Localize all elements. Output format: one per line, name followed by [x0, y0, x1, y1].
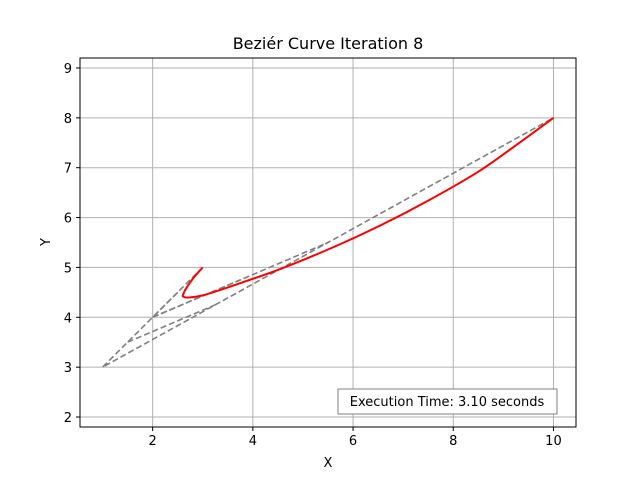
x-tick-label: 10: [545, 434, 562, 449]
construction-line: [152, 279, 241, 319]
execution-time-text: Execution Time: 3.10 seconds: [350, 395, 545, 410]
chart-title: Beziér Curve Iteration 8: [233, 34, 424, 53]
y-tick-label: 3: [64, 361, 72, 376]
x-tick-label: 6: [349, 434, 357, 449]
execution-time-box: Execution Time: 3.10 seconds: [337, 388, 558, 415]
axis-ticks: 2 4 6 8 10 2 3 4 5 6 7 8 9: [64, 62, 562, 449]
grid: [80, 58, 576, 427]
y-tick-label: 9: [64, 62, 72, 77]
y-tick-label: 4: [64, 311, 72, 326]
y-tick-label: 7: [64, 162, 72, 177]
plot-frame: [79, 57, 577, 428]
x-axis-label: X: [324, 456, 333, 471]
x-tick-label: 8: [449, 434, 457, 449]
y-tick-label: 5: [64, 261, 72, 276]
bezier-curve: [181, 116, 555, 299]
y-tick-label: 6: [64, 212, 72, 227]
construction-line: [127, 304, 216, 343]
annotation-box: [337, 388, 558, 415]
curve-line: [181, 116, 555, 299]
x-tick-label: 4: [249, 434, 257, 449]
y-tick-label: 8: [64, 112, 72, 127]
y-tick-label: 2: [64, 411, 72, 426]
construction-lines: [101, 117, 554, 368]
x-tick-label: 2: [149, 434, 157, 449]
y-axis-label: Y: [39, 238, 54, 247]
